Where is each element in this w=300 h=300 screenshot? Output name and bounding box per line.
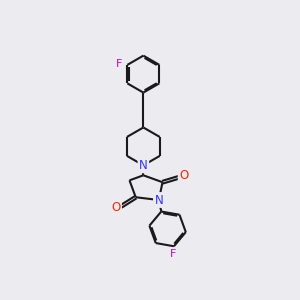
Text: F: F <box>169 249 176 259</box>
Text: N: N <box>154 194 163 206</box>
Text: O: O <box>111 201 121 214</box>
Text: N: N <box>139 159 148 172</box>
Text: F: F <box>116 59 122 69</box>
Text: O: O <box>179 169 188 182</box>
